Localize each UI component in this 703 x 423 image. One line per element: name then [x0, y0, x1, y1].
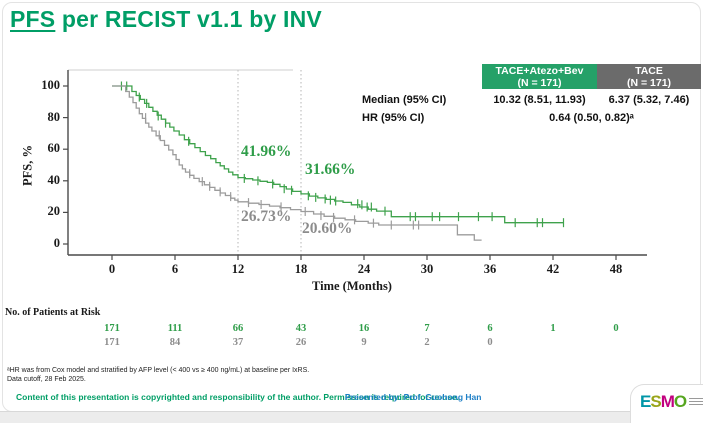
- esmo-letter-m: M: [660, 392, 675, 411]
- hr-label: HR (95% CI): [362, 112, 425, 124]
- esmo-letter-e: E: [640, 392, 651, 411]
- curve-tace-atezo-bev: [112, 85, 564, 224]
- x-tick-42: 42: [546, 262, 560, 276]
- risk-count-tace-atezo-bev-m36: 6: [487, 323, 493, 334]
- copyright-text: Content of this presentation is copyrigh…: [16, 392, 460, 402]
- esmo-logo-letters: ESMO: [640, 392, 687, 411]
- y-tick-100: 100: [41, 78, 60, 92]
- survival-curves: [112, 81, 565, 241]
- risk-count-tace-m6: 84: [169, 337, 181, 348]
- y-axis-title: PFS, %: [20, 145, 35, 186]
- y-tick-80: 80: [47, 109, 61, 124]
- reference-dotted-lines: [237, 70, 302, 255]
- annotation-41-96pct: 41.96%: [241, 143, 292, 160]
- footer-strip: [0, 411, 703, 423]
- risk-table-title: No. of Patients at Risk: [5, 307, 101, 318]
- stats-header-tace: TACE (N = 171): [597, 64, 701, 89]
- stats-header-col1-line1: TACE+Atezo+Bev: [495, 65, 584, 77]
- risk-count-tace-m24: 9: [361, 337, 367, 348]
- risk-count-tace-atezo-bev-m18: 43: [295, 323, 307, 334]
- stats-header-col2-line2: (N = 171): [626, 76, 672, 89]
- risk-count-tace-atezo-bev-m48: 0: [613, 323, 619, 334]
- x-tick-36: 36: [483, 262, 497, 276]
- risk-count-tace-atezo-bev-m12: 66: [232, 323, 244, 334]
- y-tick-60: 60: [47, 141, 61, 156]
- risk-count-tace-atezo-bev-m24: 16: [358, 323, 370, 334]
- hr-value: 0.64 (0.50, 0.82)ᵃ: [549, 112, 634, 124]
- footnote-line2: Data cutoff, 28 Feb 2025.: [7, 376, 86, 383]
- risk-count-tace-atezo-bev-m42: 1: [550, 323, 556, 334]
- plot-axes: [63, 69, 647, 260]
- median-value-col2: 6.37 (5.32, 7.46): [608, 94, 690, 106]
- x-tick-48: 48: [609, 262, 623, 276]
- x-axis-title: Time (Months): [312, 279, 392, 293]
- risk-count-tace-m18: 26: [295, 337, 307, 348]
- page-title: PFS per RECIST v1.1 by INV: [10, 6, 322, 33]
- presented-by-text: Presented by: Prof. Guohong Han: [345, 392, 482, 402]
- risk-count-tace-m30: 2: [424, 337, 430, 348]
- risk-count-tace-atezo-bev-m6: 111: [167, 323, 183, 334]
- x-tick-6: 6: [171, 262, 179, 276]
- title-rest: per RECIST v1.1 by INV: [55, 6, 322, 32]
- x-tick-12: 12: [231, 262, 245, 276]
- esmo-tagline-bars: [689, 397, 703, 406]
- title-pfs: PFS: [10, 6, 56, 32]
- y-tick-20: 20: [47, 204, 61, 219]
- esmo-logo-card: ESMO: [630, 384, 703, 423]
- annotation-26-73pct: 26.73%: [241, 208, 292, 225]
- y-tick-40: 40: [47, 172, 61, 187]
- risk-count-tace-atezo-bev-m30: 7: [424, 323, 430, 334]
- stats-header-tace-atezo-bev: TACE+Atezo+Bev (N = 171): [482, 64, 597, 89]
- esmo-letter-o: O: [673, 392, 687, 411]
- annotation-31-66pct: 31.66%: [305, 161, 356, 178]
- y-tick-0: 0: [53, 236, 60, 250]
- median-value-col1: 10.32 (8.51, 11.93): [493, 94, 586, 106]
- footnote-line1: ᵃHR was from Cox model and stratified by…: [7, 367, 310, 374]
- stats-header-col1-line2: (N = 171): [517, 76, 562, 89]
- x-tick-18: 18: [294, 262, 308, 276]
- esmo-logo: ESMO: [640, 393, 703, 410]
- risk-count-tace-atezo-bev-m0: 171: [104, 323, 120, 334]
- risk-count-tace-m0: 171: [104, 337, 120, 348]
- curve-tace: [112, 85, 482, 241]
- stats-header-col2-line1: TACE: [635, 65, 663, 77]
- x-tick-30: 30: [420, 262, 434, 276]
- x-tick-0: 0: [108, 262, 116, 276]
- esmo-letter-s: S: [650, 392, 661, 411]
- risk-count-tace-m36: 0: [487, 337, 493, 348]
- risk-count-tace-m12: 37: [232, 337, 244, 348]
- x-tick-24: 24: [357, 262, 371, 276]
- median-label: Median (95% CI): [362, 94, 447, 106]
- annotation-20-60pct: 20.60%: [302, 220, 353, 237]
